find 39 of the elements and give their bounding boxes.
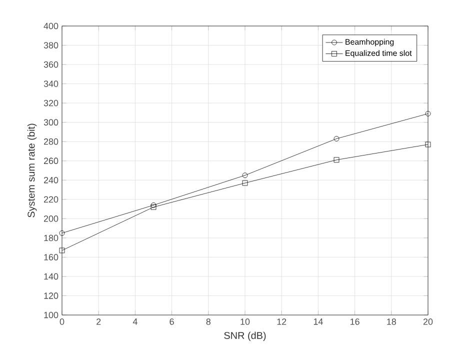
- x-tick-label: 6: [170, 318, 174, 325]
- y-tick-label: 280: [44, 138, 58, 145]
- y-tick-label: 100: [44, 312, 58, 318]
- x-tick-label: 10: [240, 318, 250, 325]
- y-tick-label: 180: [44, 234, 58, 242]
- point: [59, 230, 65, 236]
- y-tick-label: 380: [44, 42, 58, 48]
- point: [334, 157, 340, 163]
- x-tick-label: 12: [277, 318, 286, 325]
- y-tick-label: 140: [44, 273, 58, 280]
- x-tick-label: 0: [60, 318, 64, 325]
- point: [242, 180, 248, 186]
- y-tick-label: 200: [44, 215, 58, 222]
- y-tick-label: 340: [44, 80, 58, 87]
- x-tick-label: 16: [350, 318, 360, 325]
- x-tick-label: 18: [387, 318, 396, 325]
- x-tick-label: 8: [206, 318, 211, 325]
- point: [334, 136, 340, 142]
- y-tick-label: 240: [44, 176, 58, 184]
- y-tick-label: 120: [44, 292, 58, 299]
- y-tick-label: 300: [44, 119, 58, 126]
- point: [150, 204, 156, 210]
- x-tick-label: 4: [132, 318, 138, 325]
- x-tick-label: 2: [96, 318, 101, 325]
- point: [425, 142, 431, 148]
- x-tick-label: 20: [423, 318, 433, 325]
- point: [242, 172, 248, 178]
- point: [59, 248, 65, 254]
- x-axis-title: SNR (dB): [224, 332, 266, 341]
- point: [150, 202, 156, 208]
- point: [425, 110, 431, 116]
- y-tick-label: 260: [44, 158, 58, 164]
- y-tick-label: 400: [44, 22, 58, 30]
- y-tick-label: 220: [44, 196, 58, 203]
- y-tick-label: 320: [44, 100, 58, 106]
- y-tick-label: 360: [44, 61, 58, 68]
- y-tick-label: 160: [44, 254, 58, 260]
- x-tick-label: 14: [314, 318, 323, 325]
- y-axis-title: System sum rate (bit): [27, 124, 37, 218]
